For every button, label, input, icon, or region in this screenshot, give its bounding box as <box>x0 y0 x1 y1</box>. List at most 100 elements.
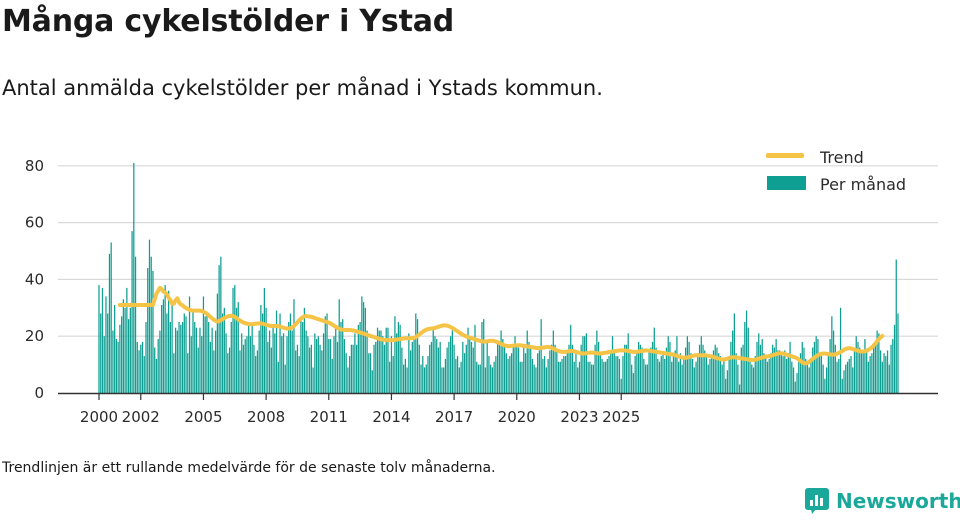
bar <box>815 336 817 393</box>
bar <box>610 353 612 393</box>
bar <box>126 287 128 393</box>
bar <box>319 344 321 393</box>
bar <box>678 361 680 393</box>
bar <box>164 285 166 393</box>
bar <box>895 259 897 393</box>
bar <box>662 353 664 393</box>
bar <box>533 364 535 393</box>
bar <box>430 341 433 393</box>
bar <box>714 344 716 393</box>
x-tick-label: 2005 <box>184 408 222 426</box>
bar <box>418 344 420 393</box>
bar <box>479 364 481 393</box>
bar <box>455 358 457 393</box>
bar <box>789 341 791 393</box>
bar <box>228 347 231 393</box>
bar <box>357 324 359 393</box>
bar <box>611 336 614 393</box>
bar <box>460 361 462 393</box>
bar <box>693 367 695 393</box>
bar <box>157 339 159 393</box>
bar <box>295 350 297 393</box>
bar <box>168 290 170 393</box>
bar <box>409 350 412 393</box>
bar <box>683 356 685 393</box>
bar <box>841 378 843 393</box>
bar <box>705 356 708 393</box>
bar <box>892 339 894 393</box>
bar <box>754 356 756 393</box>
bar <box>476 361 478 393</box>
bar <box>174 327 177 393</box>
bar <box>500 330 502 393</box>
bar <box>615 356 617 393</box>
bar <box>202 296 205 393</box>
bar <box>293 299 295 393</box>
bar <box>573 361 575 393</box>
bar <box>599 353 601 393</box>
x-tick-label: 2020 <box>498 408 536 426</box>
bar <box>846 361 849 393</box>
bar <box>312 367 314 393</box>
bar <box>275 310 278 393</box>
bar <box>505 353 507 393</box>
legend-trend-swatch <box>766 153 804 158</box>
bar <box>329 339 332 393</box>
bar <box>826 367 828 393</box>
bar <box>307 336 309 393</box>
bar <box>845 364 847 393</box>
y-tick-label: 40 <box>25 270 44 288</box>
bar <box>772 344 774 393</box>
bar <box>230 322 232 393</box>
bar <box>728 358 730 393</box>
bar <box>260 304 262 393</box>
bar <box>732 330 734 393</box>
bar <box>749 361 751 393</box>
bar <box>282 333 285 393</box>
bar <box>718 353 720 393</box>
bar <box>712 350 715 393</box>
bar <box>589 361 591 393</box>
bar <box>380 330 382 393</box>
legend-trend-label: Trend <box>819 148 864 167</box>
bar <box>878 333 880 393</box>
x-axis-ticks: 2000 2002 2005 2008 2011 2014 2017 2020 2023 2025 <box>80 394 640 426</box>
bar <box>368 353 370 393</box>
x-tick-label: 2000 <box>80 408 118 426</box>
bar <box>469 339 471 393</box>
bar <box>592 364 594 393</box>
bar <box>700 336 702 393</box>
y-axis-ticks: 0 20 40 60 80 <box>25 157 44 402</box>
bar <box>136 341 138 393</box>
bar <box>873 347 875 393</box>
bar <box>676 336 678 393</box>
bar <box>345 353 347 393</box>
bar <box>420 364 422 393</box>
bar <box>199 327 201 393</box>
bar <box>578 361 581 393</box>
bar <box>302 322 304 393</box>
bar <box>526 330 528 393</box>
bar <box>545 367 547 393</box>
bar <box>340 322 342 393</box>
bar <box>563 356 565 393</box>
bar <box>385 327 387 393</box>
bar <box>571 344 574 393</box>
bar <box>829 339 831 393</box>
bar <box>451 330 453 393</box>
bar <box>211 327 213 393</box>
bar <box>185 316 187 393</box>
bar <box>234 285 236 393</box>
bar <box>791 361 793 393</box>
bar <box>267 341 269 393</box>
bar <box>416 319 419 393</box>
bar <box>805 358 807 393</box>
bar <box>850 356 852 393</box>
bar <box>456 356 459 393</box>
bar <box>427 356 429 393</box>
bar <box>685 347 687 393</box>
bar <box>235 307 238 393</box>
bar <box>594 344 596 393</box>
bar <box>314 333 316 393</box>
bar <box>597 341 600 393</box>
